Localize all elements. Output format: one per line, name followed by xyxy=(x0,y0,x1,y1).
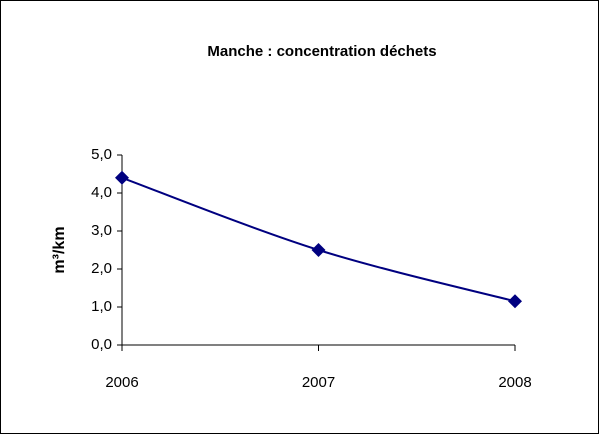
marker xyxy=(311,243,326,257)
marker xyxy=(115,170,129,185)
y-tick-label: 2,0 xyxy=(91,260,112,277)
y-tick-label: 4,0 xyxy=(91,184,112,201)
y-axis-label: m³/km xyxy=(51,226,68,273)
marker xyxy=(508,294,522,309)
y-tick-label: 3,0 xyxy=(91,222,112,239)
y-tick-label: 0,0 xyxy=(91,336,112,353)
y-tick-label: 1,0 xyxy=(91,298,112,315)
x-tick-label: 2006 xyxy=(105,374,138,391)
x-tick-label: 2007 xyxy=(302,374,335,391)
x-tick-label: 2008 xyxy=(498,374,531,391)
y-tick-label: 5,0 xyxy=(91,146,112,163)
chart-title: Manche : concentration déchets xyxy=(207,43,436,60)
